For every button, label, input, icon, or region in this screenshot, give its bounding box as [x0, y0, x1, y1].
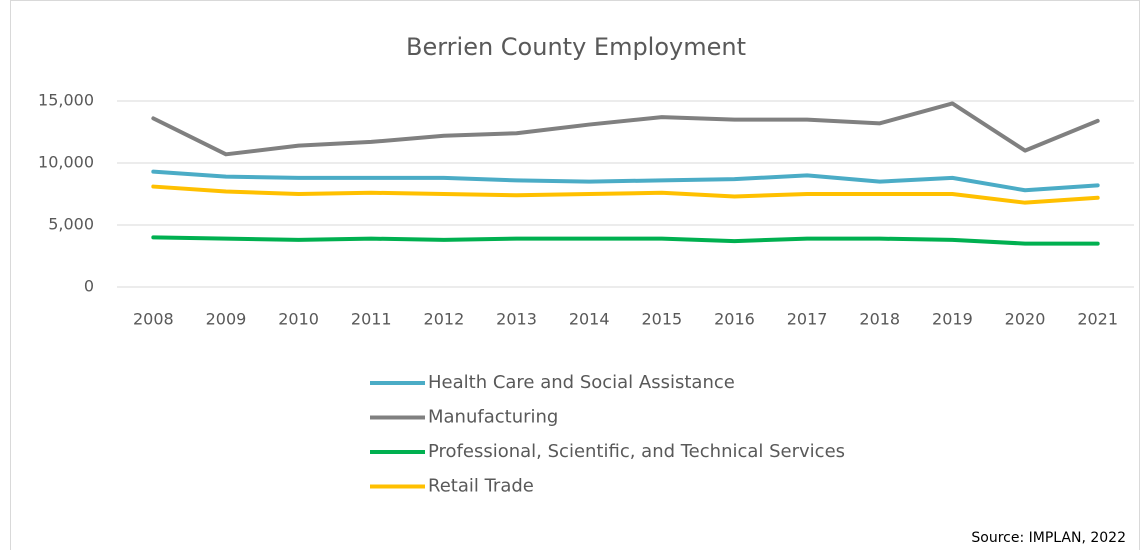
- x-tick-label: 2019: [932, 310, 973, 329]
- x-tick-label: 2011: [351, 310, 392, 329]
- legend-label: Professional, Scientific, and Technical …: [428, 441, 845, 462]
- x-tick-label: 2013: [496, 310, 537, 329]
- legend-label: Health Care and Social Assistance: [428, 372, 735, 393]
- x-tick-label: 2020: [1005, 310, 1046, 329]
- x-tick-label: 2018: [859, 310, 900, 329]
- y-tick-label: 10,000: [38, 153, 94, 172]
- legend-label: Manufacturing: [428, 407, 558, 428]
- x-tick-label: 2021: [1077, 310, 1118, 329]
- line-series: [151, 101, 1100, 157]
- y-tick-label: 5,000: [48, 215, 94, 234]
- x-tick-label: 2009: [206, 310, 247, 329]
- legend-label: Retail Trade: [428, 476, 534, 497]
- x-tick-label: 2015: [641, 310, 682, 329]
- x-tick-label: 2014: [569, 310, 610, 329]
- line-series: [151, 235, 1100, 246]
- y-tick-label: 0: [84, 277, 94, 296]
- x-tick-label: 2008: [133, 310, 174, 329]
- x-tick-label: 2017: [787, 310, 828, 329]
- x-tick-label: 2016: [714, 310, 755, 329]
- line-series: [151, 169, 1100, 193]
- source-note: Source: IMPLAN, 2022: [971, 530, 1126, 546]
- chart-border: [10, 0, 1140, 550]
- chart-title: Berrien County Employment: [406, 33, 746, 61]
- y-tick-label: 15,000: [38, 91, 94, 110]
- x-tick-label: 2010: [278, 310, 319, 329]
- x-tick-label: 2012: [424, 310, 465, 329]
- line-series: [151, 184, 1100, 205]
